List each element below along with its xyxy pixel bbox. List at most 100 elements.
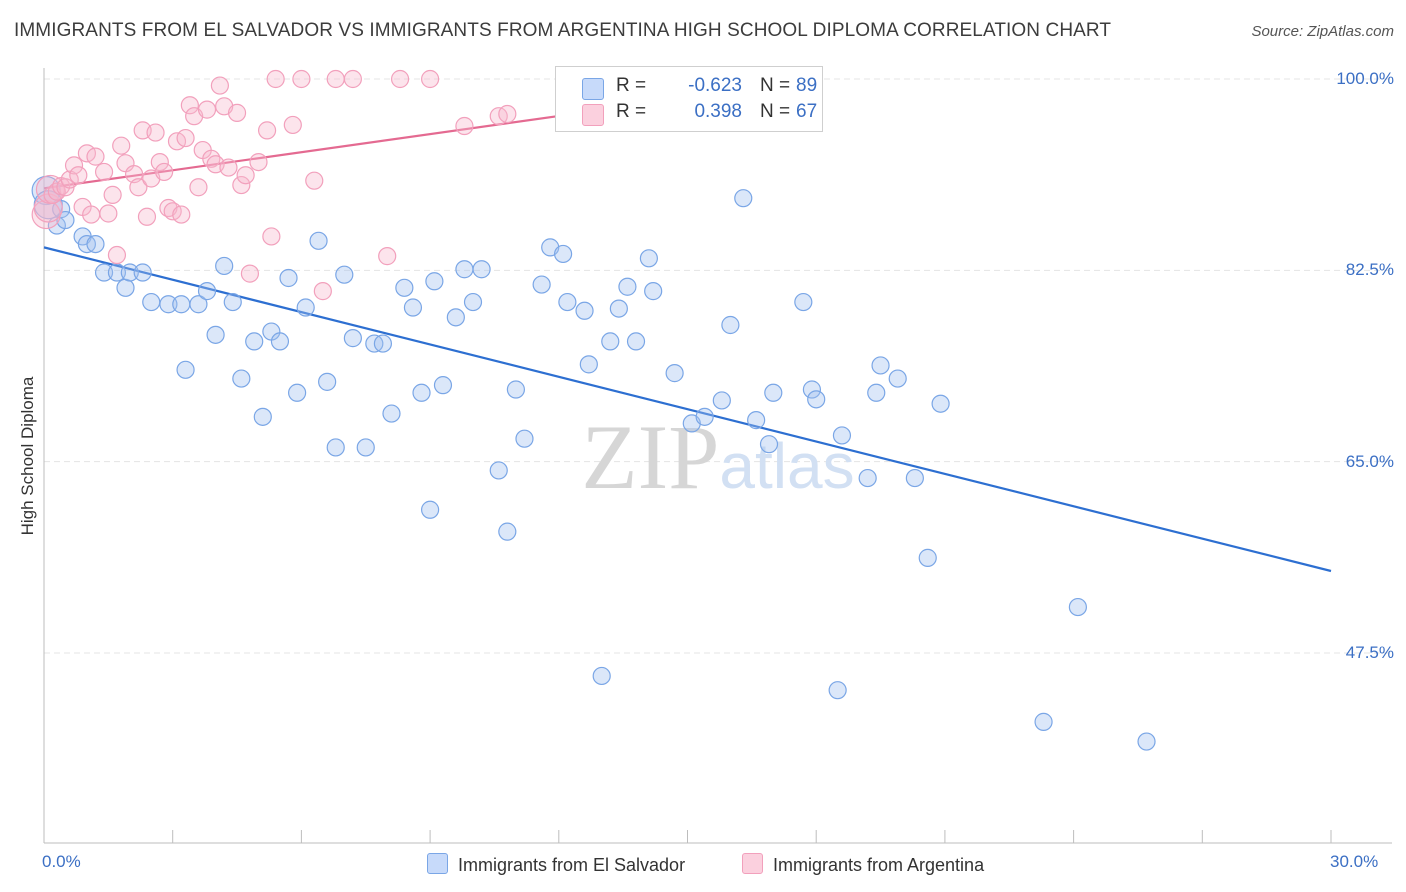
argentina-point [257,121,277,140]
el-salvador-point [579,355,598,374]
el-salvador-point [116,278,135,297]
r-label: R = [616,75,647,96]
el-salvador-point [905,468,924,488]
y-tick-label: 100.0% [1336,69,1394,88]
el-salvador-point [639,249,658,268]
el-salvador-point [232,369,251,388]
argentina-point [343,69,362,89]
argentina-point [103,185,122,204]
el-salvador-point [223,292,242,312]
argentina-legend-swatch [742,853,763,874]
el-salvador-point [747,411,766,430]
argentina-point [189,178,208,197]
correlation-stats-box: R = -0.623 N = 89 R = 0.398 N = 67 [555,66,823,132]
source-label: Source: ZipAtlas.com [1251,23,1394,40]
argentina-point [210,76,229,95]
el-salvador-point [609,299,628,318]
x-tick-label-max: 30.0% [1330,852,1379,871]
legend-label: Immigrants from Argentina [773,855,985,875]
el-salvador-point [318,372,337,391]
argentina-point [283,115,302,135]
argentina-point [498,104,517,124]
el-salvador-point [832,426,852,445]
el-salvador-point [601,332,620,351]
el-salvador-point [176,360,195,379]
el-salvador-point [721,315,740,335]
argentina-point [262,227,281,246]
el-salvador-point [403,298,423,317]
n-value: 89 [796,75,818,96]
el-salvador-point [172,295,191,314]
el-salvador-point [159,295,178,314]
argentina-point [455,116,474,136]
argentina-point [69,166,88,185]
el-salvador-point [382,404,401,423]
el-salvador-point [455,260,474,279]
watermark: ZIPatlas [581,406,854,508]
n-label: N = [760,101,791,122]
el-salvador-point [592,666,611,686]
el-salvador-point [288,383,307,402]
el-salvador-point [120,263,139,282]
el-salvador-point [56,210,75,230]
r-label: R = [616,101,647,122]
el-salvador-point [867,383,886,402]
el-salvador-point [197,282,217,301]
argentina-point [378,247,397,266]
argentina-point [421,69,440,89]
el-salvador-point [498,522,517,541]
el-salvador-point [506,380,526,399]
el-salvador-point [309,231,328,250]
el-salvador-point [463,292,483,312]
argentina-point [82,205,101,224]
el-salvador-point [373,334,393,353]
el-salvador-point [1137,732,1156,751]
el-salvador-point [807,390,826,409]
el-salvador-point [296,298,315,317]
el-salvador-point [553,244,573,264]
el-salvador-point [1034,712,1053,731]
legend-label: Immigrants from El Salvador [458,855,686,875]
r-value: -0.623 [688,75,742,96]
el-salvador-point [489,461,508,480]
el-salvador-point [888,369,907,388]
y-tick-label: 65.0% [1345,451,1394,471]
y-tick-label: 47.5% [1345,643,1394,662]
el-salvador-point [94,263,114,282]
el-salvador-point [575,301,594,320]
el-salvador-point [695,407,714,426]
el-salvador-point [245,332,264,351]
el-salvador-point [253,407,272,426]
argentina-point [150,152,169,172]
gridlines [44,78,1392,654]
el-salvador-point [828,681,847,700]
el-salvador-swatch [582,78,604,100]
el-salvador-point [86,234,105,254]
argentina-point [64,156,84,175]
argentina-point [176,128,195,148]
legend-item-argentina[interactable]: Immigrants from Argentina [742,853,984,876]
argentina-point [236,166,255,185]
argentina-point [326,69,345,89]
el-salvador-point [326,438,345,457]
el-salvador-point [446,308,465,327]
argentina-swatch [582,104,604,126]
el-salvador-point [931,394,950,413]
el-salvador-point [425,272,444,291]
legend-item-el-salvador[interactable]: Immigrants from El Salvador [427,853,685,876]
el-salvador-point [515,429,534,448]
argentina-point [155,162,174,182]
el-salvador-point [734,189,753,208]
argentina-point [197,100,217,119]
argentina-point [313,282,332,301]
el-salvador-point [356,438,375,457]
argentina-point [292,69,311,89]
argentina-point [129,178,148,197]
el-salvador-point [433,376,453,395]
el-salvador-point [759,435,779,454]
el-salvador-point [918,548,937,567]
el-salvador-point [871,356,890,375]
el-salvador-point [858,468,877,488]
data-points [31,69,1156,751]
